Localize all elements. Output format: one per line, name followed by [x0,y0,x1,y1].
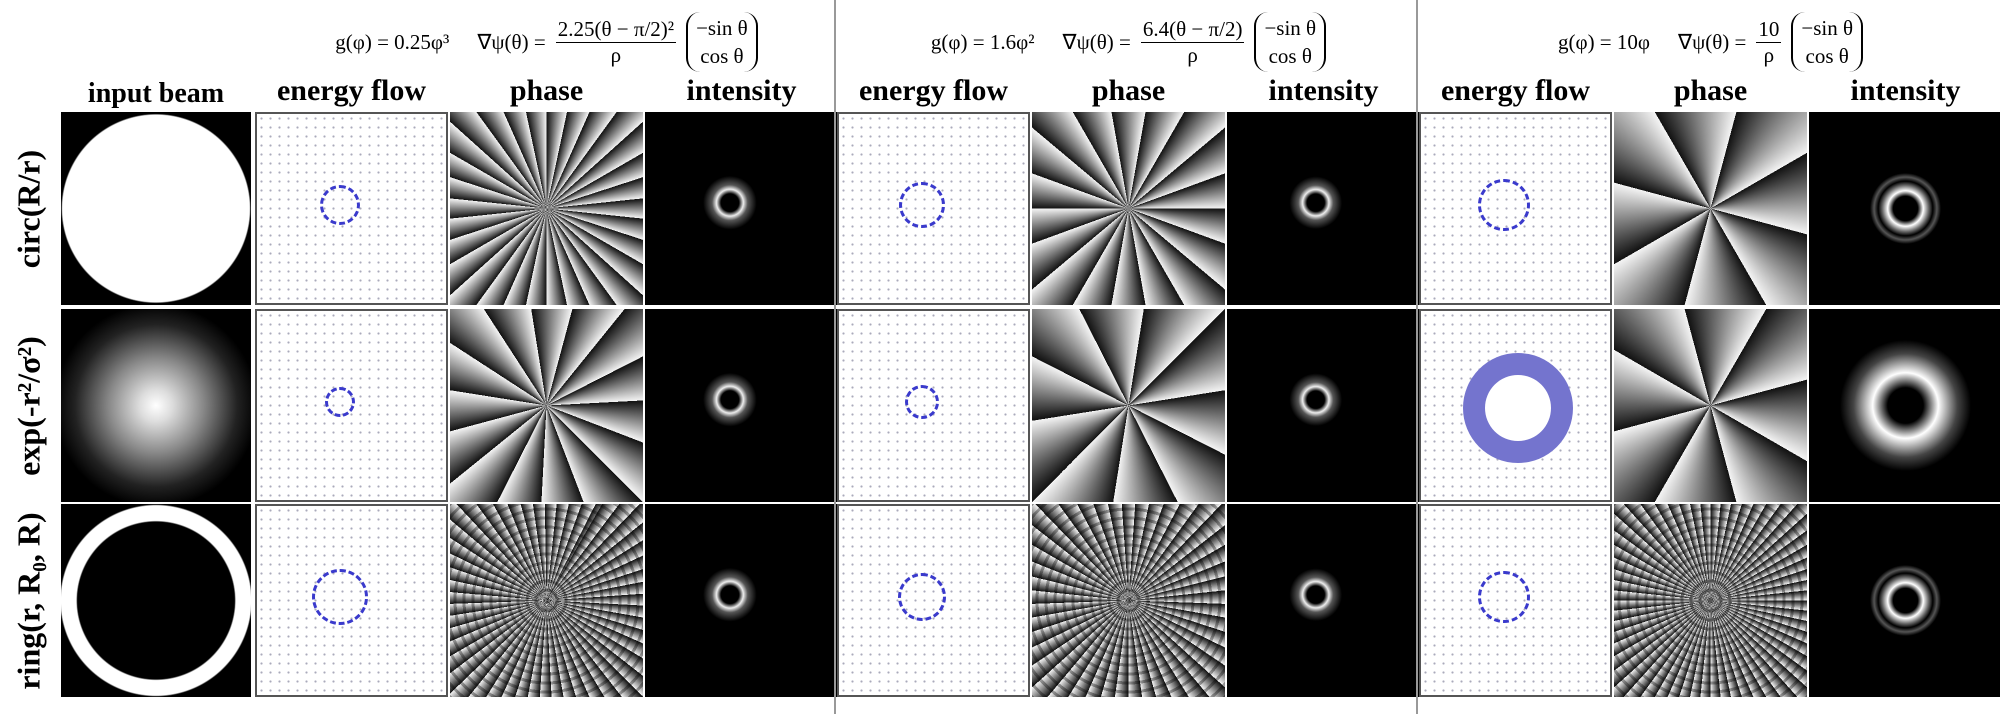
energy-flow-image [837,112,1030,305]
column-header: energy flow [255,74,448,108]
intensity-image [645,112,838,305]
flow-vortex [325,387,355,417]
flow-vortex [899,182,945,228]
flow-vortex [898,573,946,621]
g-formula: g(φ) = 1.6φ² [931,30,1035,55]
phase-image [450,504,643,697]
input-beam-image [61,504,251,697]
energy-flow-image [1419,504,1612,697]
energy-flow-image [1419,112,1612,305]
flow-vortex [312,569,368,625]
vector-component: −sin θ [1264,14,1316,42]
numerator: 10 [1756,17,1781,43]
column-header: intensity [645,74,838,108]
energy-flow-image [1419,309,1612,502]
grad-lhs: ∇ψ(θ) = [477,30,545,55]
column-header: intensity [1809,74,2000,108]
phase-image [450,112,643,305]
intensity-image [1227,309,1420,502]
intensity-image [645,309,838,502]
row-label: circ(R/r) [11,149,48,267]
flow-vortex [1478,571,1530,623]
intensity-image [645,504,838,697]
figure: input beam circ(R/r) exp(-r²/σ²) ring(r, R… [0,0,2000,714]
denominator: ρ [1764,43,1774,68]
denominator: ρ [611,43,621,68]
phase-image [450,309,643,502]
vector-component: −sin θ [1801,14,1853,42]
column-header: phase [1032,74,1225,108]
energy-flow-image [255,309,448,502]
flow-vortex [905,385,939,419]
vector-component: cos θ [1806,42,1849,70]
energy-flow-image [255,504,448,697]
phase-image [1032,504,1225,697]
column-header: intensity [1227,74,1420,108]
column-header: energy flow [1419,74,1612,108]
column-header: phase [1614,74,1807,108]
energy-flow-image [837,504,1030,697]
input-beam-image [61,309,251,502]
phase-image [1614,309,1807,502]
intensity-image [1809,504,2000,697]
energy-flow-image [837,309,1030,502]
intensity-image [1809,112,2000,305]
g-formula: g(φ) = 0.25φ³ [335,30,449,55]
phase-image [1614,112,1807,305]
intensity-image [1809,309,2000,502]
numerator: 2.25(θ − π/2)² [556,17,676,43]
intensity-image [1227,112,1420,305]
fraction: 6.4(θ − π/2)ρ [1141,17,1245,68]
vector-component: −sin θ [696,14,748,42]
group-separator [834,0,836,714]
grad-lhs: ∇ψ(θ) = [1678,30,1746,55]
vector-component: cos θ [700,42,743,70]
numerator: 6.4(θ − π/2) [1141,17,1245,43]
input-beam-header: input beam [61,78,251,110]
flow-vortex [320,185,360,225]
phase-image [1614,504,1807,697]
row-label: ring(r, R₀, R) [11,512,48,689]
column-header: phase [450,74,643,108]
phase-image [1032,309,1225,502]
grad-lhs: ∇ψ(θ) = [1063,30,1131,55]
flow-vortex [1478,179,1530,231]
group-separator [1416,0,1418,714]
intensity-image [1227,504,1420,697]
phase-image [1032,112,1225,305]
g-formula: g(φ) = 10φ [1558,30,1650,55]
denominator: ρ [1187,43,1197,68]
column-header: energy flow [837,74,1030,108]
vector-component: cos θ [1269,42,1312,70]
flow-vortex [1463,353,1573,463]
energy-flow-image [255,112,448,305]
input-beam-image [61,112,251,305]
row-label: exp(-r²/σ²) [11,336,48,476]
